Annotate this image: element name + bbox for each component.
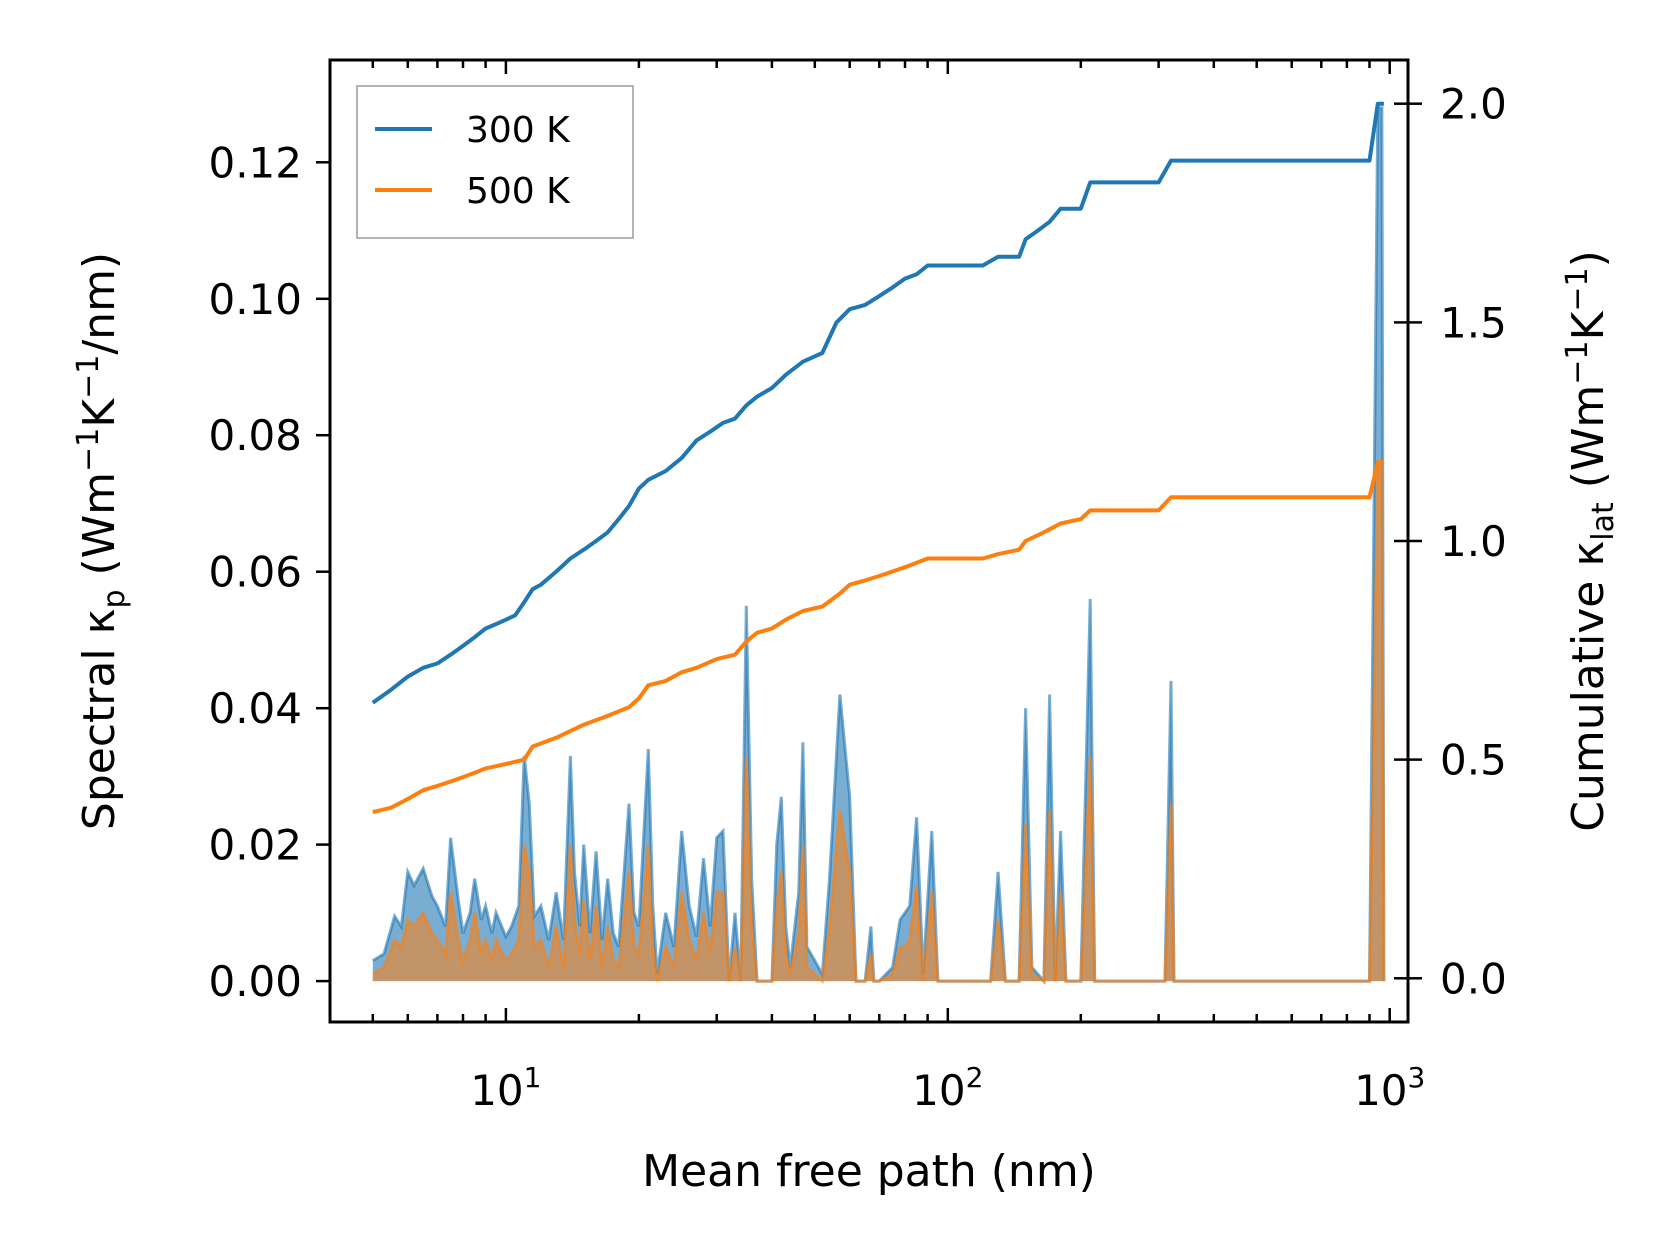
y-left-tick-label: 0.08 (208, 411, 302, 460)
x-tick-label: 103 (1354, 1061, 1425, 1115)
x-tick-label-exp: 1 (524, 1061, 542, 1094)
x-tick-label-exp: 2 (966, 1061, 984, 1094)
y-right-title-end: ) (1563, 250, 1614, 267)
cumulative-line-300k (371, 101, 1384, 705)
y-right-title-unit: (Wm (1563, 385, 1614, 503)
y-right-tick-label: 0.5 (1440, 736, 1507, 785)
y-axis-right-title: Cumulative κlat (Wm−1K−1) (1560, 250, 1621, 832)
x-axis-title: Mean free path (nm) (642, 1146, 1096, 1197)
spectral-line-500k (372, 461, 1386, 985)
y-axis-left: 0.00 0.02 0.04 0.06 0.08 0.10 0.12 (208, 138, 330, 1006)
y-right-tick-label: 0.0 (1440, 954, 1507, 1003)
x-axis: 101 102 103 (328, 60, 1425, 1115)
y-left-title-unit: (Wm (74, 472, 125, 590)
y-left-title-exp1: −1 (71, 428, 106, 472)
cumulative-lines (371, 101, 1384, 815)
y-axis-right: 0.0 0.5 1.0 1.5 2.0 (1394, 80, 1507, 1003)
y-left-title-k: K (74, 398, 125, 428)
y-left-tick-label: 0.10 (208, 275, 302, 324)
legend-label-300k: 300 K (466, 110, 571, 151)
y-right-title-exp2: −1 (1560, 267, 1595, 311)
y-right-tick-label: 2.0 (1440, 80, 1507, 129)
spectral-areas (372, 106, 1386, 986)
y-axis-left-title: Spectral κp (Wm−1K−1/nm) (71, 252, 132, 830)
y-left-tick-label: 0.12 (208, 138, 302, 187)
spectral-area-500k (372, 462, 1384, 982)
y-right-title-sub: lat (1586, 502, 1621, 541)
y-right-title-k: K (1563, 310, 1614, 340)
x-tick-label-exp: 3 (1408, 1061, 1426, 1094)
x-tick-label-base: 10 (912, 1066, 965, 1115)
x-tick-label: 102 (912, 1061, 983, 1115)
y-right-tick-label: 1.5 (1440, 298, 1507, 347)
y-left-title-main: Spectral κ (74, 609, 125, 831)
y-left-title-sub: p (97, 589, 132, 608)
legend-box (356, 85, 634, 239)
y-right-title-exp1: −1 (1560, 340, 1595, 384)
x-tick-label: 101 (470, 1061, 541, 1115)
x-tick-label-base: 10 (470, 1066, 523, 1115)
y-left-tick-label: 0.02 (208, 821, 302, 870)
legend-label-500k: 500 K (466, 171, 571, 212)
y-left-title-exp2: −1 (71, 355, 106, 399)
cumulative-line-500k (372, 460, 1384, 815)
x-tick-label-base: 10 (1354, 1066, 1407, 1115)
y-right-title-main: Cumulative κ (1563, 541, 1614, 832)
y-left-title-end: /nm) (74, 252, 125, 355)
y-left-tick-label: 0.04 (208, 684, 302, 733)
y-left-tick-label: 0.06 (208, 548, 302, 597)
y-left-tick-label: 0.00 (208, 957, 302, 1006)
y-right-tick-label: 1.0 (1440, 517, 1507, 566)
legend: 300 K 500 K (356, 85, 634, 239)
